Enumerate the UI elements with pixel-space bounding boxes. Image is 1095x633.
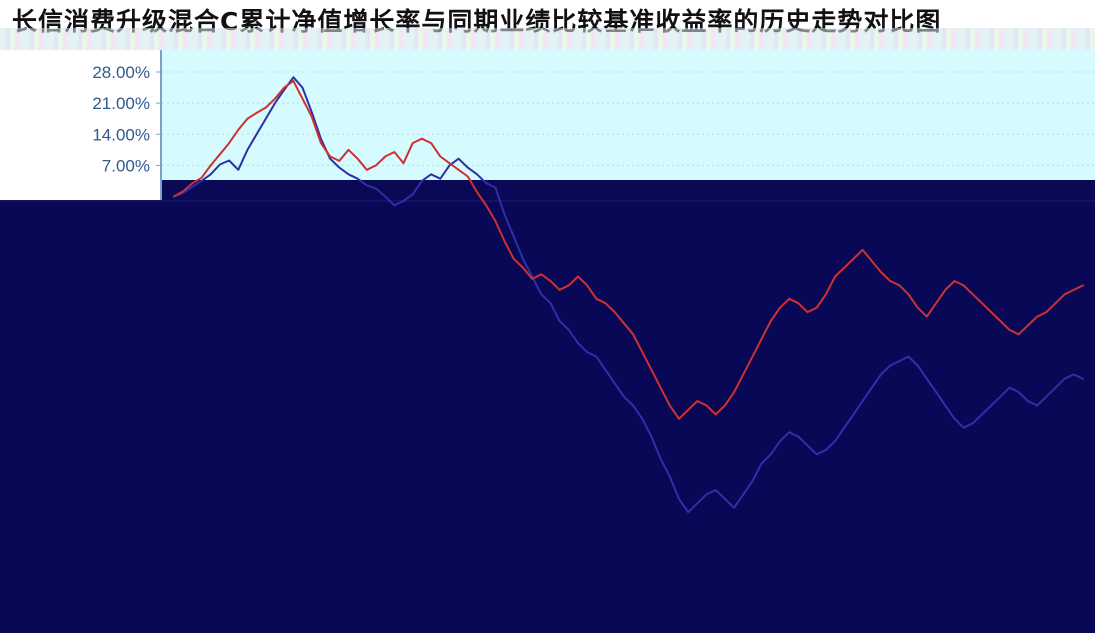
dark-seam <box>0 200 1095 202</box>
chart-svg: 28.00% 21.00% 14.00% 7.00% <box>0 50 1095 633</box>
plot-panel: 28.00% 21.00% 14.00% 7.00% <box>0 50 1095 633</box>
plot-upper-area <box>162 50 1095 180</box>
y-tick-label: 14.00% <box>92 125 150 144</box>
y-tick-label: 28.00% <box>92 63 150 82</box>
dark-overlay <box>0 200 1095 633</box>
title-noise-band <box>0 28 1095 50</box>
y-tick-label: 7.00% <box>102 156 150 175</box>
y-axis-line <box>160 50 162 200</box>
y-axis-background <box>0 50 162 200</box>
y-tick-label: 21.00% <box>92 94 150 113</box>
tick-layer: 28.00% 21.00% 14.00% 7.00% <box>92 63 162 175</box>
series-layer <box>173 76 1084 514</box>
dark-lower-panel <box>0 180 1095 633</box>
series-line <box>173 79 1084 420</box>
